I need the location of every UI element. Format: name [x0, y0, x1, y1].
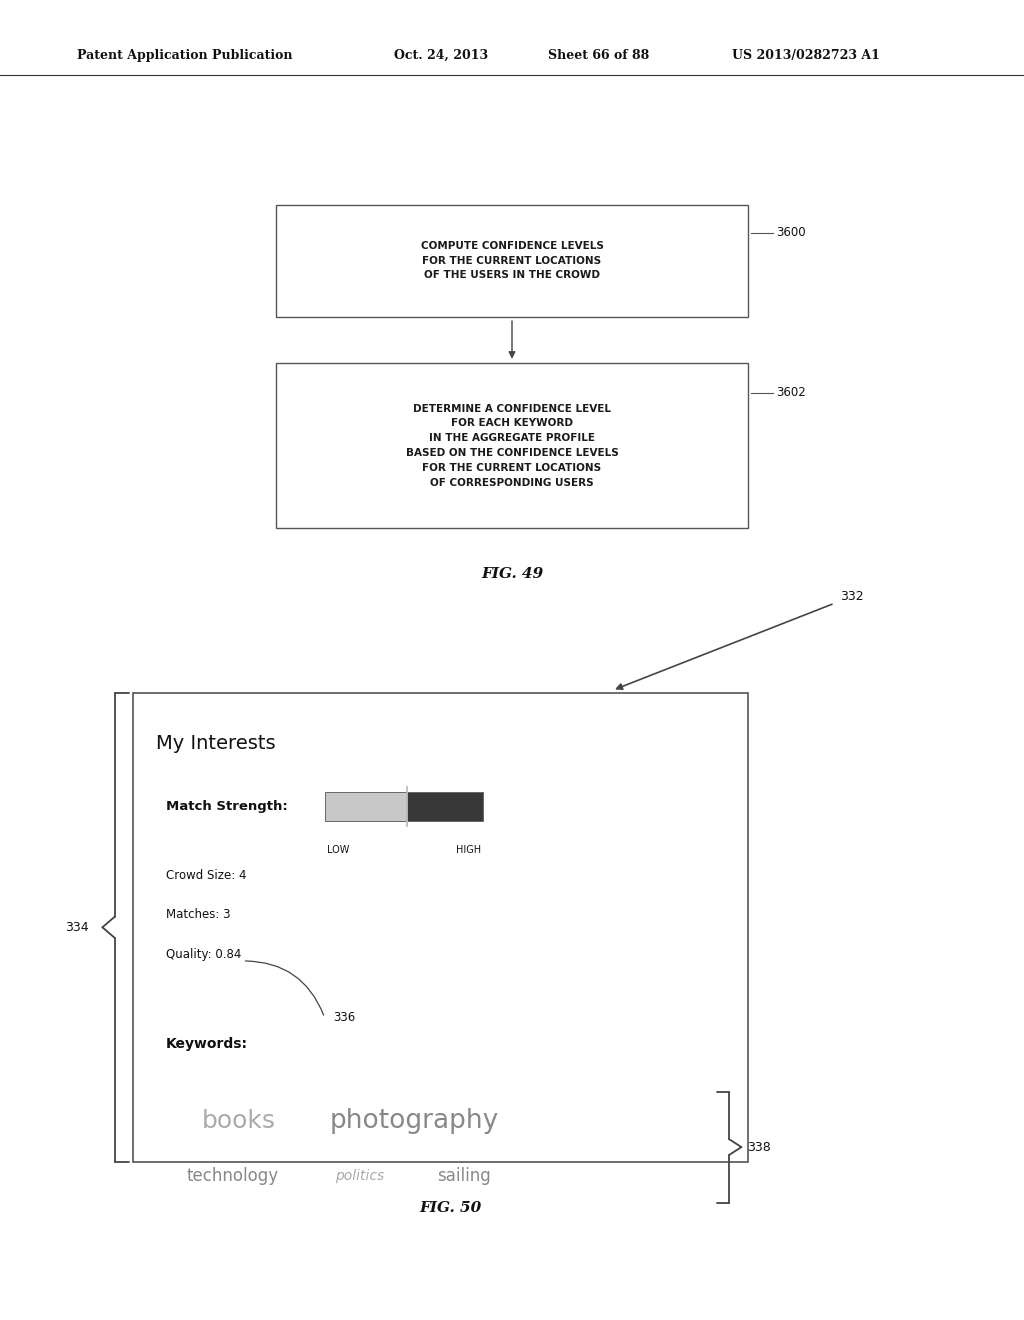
Text: politics: politics — [335, 1170, 384, 1183]
Text: Keywords:: Keywords: — [166, 1038, 248, 1051]
Text: Patent Application Publication: Patent Application Publication — [77, 49, 292, 62]
FancyBboxPatch shape — [133, 693, 748, 1162]
Text: Crowd Size: 4: Crowd Size: 4 — [166, 869, 247, 882]
Text: photography: photography — [330, 1107, 499, 1134]
Text: technology: technology — [186, 1167, 279, 1185]
Text: sailing: sailing — [437, 1167, 490, 1185]
Text: COMPUTE CONFIDENCE LEVELS
FOR THE CURRENT LOCATIONS
OF THE USERS IN THE CROWD: COMPUTE CONFIDENCE LEVELS FOR THE CURREN… — [421, 242, 603, 281]
Text: 3602: 3602 — [776, 387, 806, 399]
FancyBboxPatch shape — [276, 363, 748, 528]
Text: Matches: 3: Matches: 3 — [166, 908, 230, 921]
Text: Oct. 24, 2013: Oct. 24, 2013 — [394, 49, 488, 62]
Text: FIG. 50: FIG. 50 — [420, 1201, 481, 1214]
Text: books: books — [202, 1109, 275, 1133]
Text: Match Strength:: Match Strength: — [166, 800, 288, 813]
Text: 332: 332 — [840, 590, 863, 603]
Text: 336: 336 — [333, 1011, 355, 1024]
Text: FIG. 49: FIG. 49 — [481, 568, 543, 581]
Text: My Interests: My Interests — [156, 734, 275, 752]
FancyBboxPatch shape — [276, 205, 748, 317]
Text: Sheet 66 of 88: Sheet 66 of 88 — [548, 49, 649, 62]
Text: Quality: 0.84: Quality: 0.84 — [166, 948, 242, 961]
Text: DETERMINE A CONFIDENCE LEVEL
FOR EACH KEYWORD
IN THE AGGREGATE PROFILE
BASED ON : DETERMINE A CONFIDENCE LEVEL FOR EACH KE… — [406, 404, 618, 487]
Text: US 2013/0282723 A1: US 2013/0282723 A1 — [732, 49, 880, 62]
Text: HIGH: HIGH — [456, 845, 481, 855]
FancyBboxPatch shape — [325, 792, 408, 821]
Text: 338: 338 — [748, 1140, 771, 1154]
Text: 3600: 3600 — [776, 226, 806, 239]
Text: 334: 334 — [66, 921, 89, 933]
FancyBboxPatch shape — [408, 792, 483, 821]
Text: LOW: LOW — [327, 845, 349, 855]
